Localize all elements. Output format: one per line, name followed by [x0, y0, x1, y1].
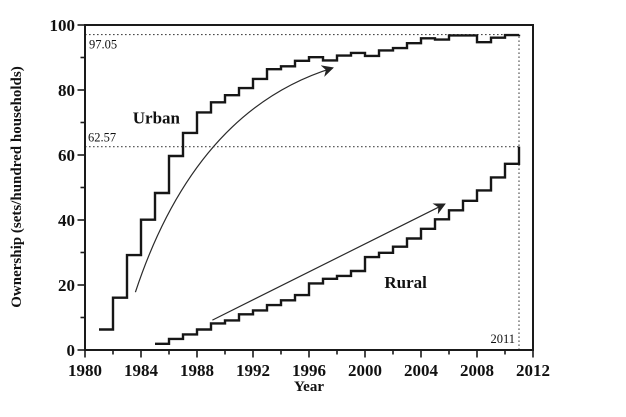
x-tick-label: 2012: [516, 361, 550, 380]
y-tick-label: 60: [58, 146, 75, 165]
y-tick-label: 80: [58, 81, 75, 100]
rural-series-label: Rural: [384, 273, 427, 292]
y-tick-label: 0: [67, 341, 76, 360]
x-tick-label: 1980: [68, 361, 102, 380]
x-tick-label: 1992: [236, 361, 270, 380]
ref-label-2011: 2011: [490, 332, 515, 346]
ref-label-97-05: 97.05: [89, 38, 117, 52]
y-tick-label: 40: [58, 211, 75, 230]
urban-series-label: Urban: [133, 109, 181, 128]
y-tick-label: 20: [58, 276, 75, 295]
y-axis-title: Ownership (sets/hundred households): [9, 66, 25, 307]
x-tick-label: 1996: [292, 361, 326, 380]
x-tick-label: 1984: [124, 361, 159, 380]
axes-layer: 1980 1984 1988 1992 1996 2000 2004 2008 2012 0 20 4…: [50, 16, 551, 380]
ref-label-62-57: 62.57: [88, 131, 116, 145]
plot-border: [84, 24, 534, 351]
x-tick-label: 2000: [348, 361, 382, 380]
urban-trend-arrow: [134, 65, 334, 293]
urban-step-line: [99, 33, 521, 331]
rural-step-line: [155, 146, 521, 345]
annotation-labels-layer: Urban Rural 97.05 62.57 2011: [88, 38, 515, 346]
y-tick-label: 100: [50, 16, 76, 35]
series-layer: [99, 33, 521, 345]
rural-trend-arrow: [212, 203, 446, 321]
x-tick-label: 2004: [404, 361, 439, 380]
reference-lines-layer: [85, 34, 520, 350]
x-tick-label: 2008: [460, 361, 494, 380]
x-tick-label: 1988: [180, 361, 214, 380]
annotation-arrows-layer: [134, 65, 446, 321]
x-axis-title: Year: [294, 379, 324, 395]
